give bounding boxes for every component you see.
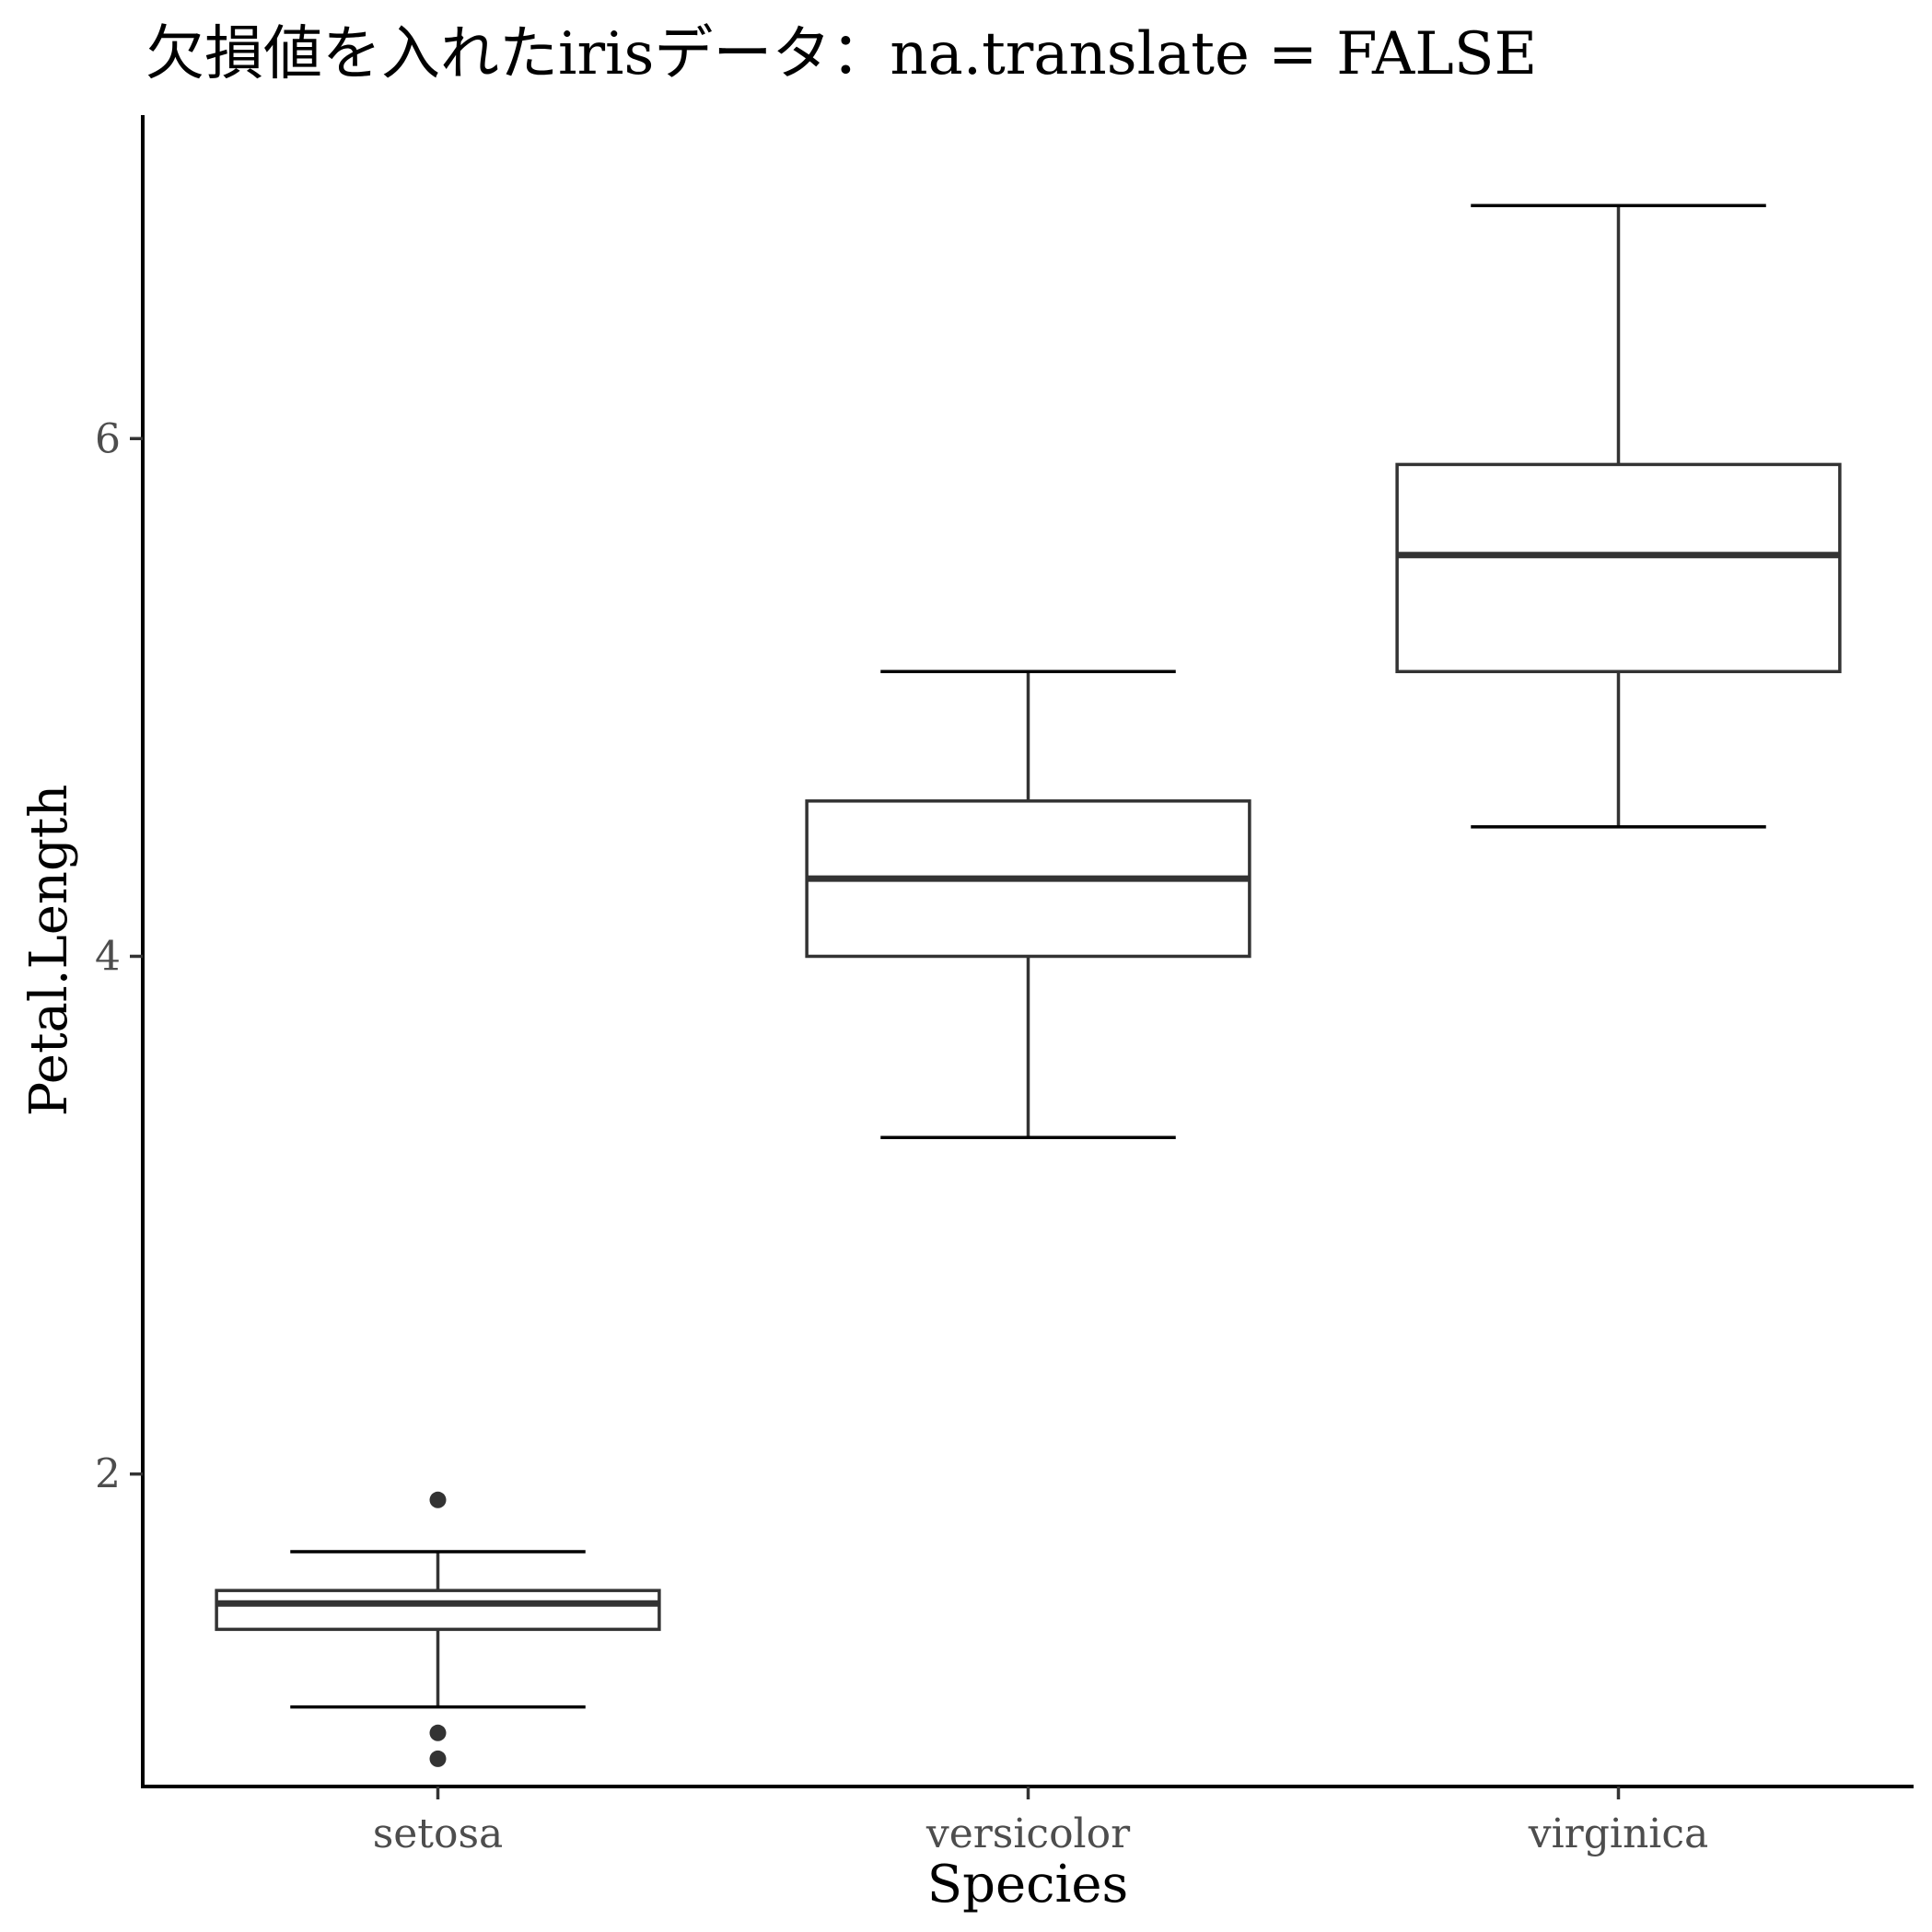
- plot-area: [215, 204, 1842, 1767]
- x-tick-label-setosa: setosa: [373, 1810, 504, 1857]
- outlier-point: [429, 1491, 447, 1508]
- x-axis-ticks: setosa versicolor virginica: [373, 1787, 1709, 1857]
- box-virginica: [1395, 204, 1842, 829]
- outlier-point: [429, 1750, 447, 1767]
- y-axis-ticks: 2 4 6: [95, 415, 143, 1498]
- y-tick-label-4: 4: [95, 933, 121, 980]
- x-axis-title: Species: [927, 1855, 1129, 1915]
- box-setosa: [215, 1491, 661, 1767]
- iqr-box: [215, 1589, 661, 1632]
- x-tick-label-virginica: virginica: [1528, 1810, 1709, 1857]
- box-versicolor: [805, 669, 1251, 1139]
- chart-title: 欠損値を入れたirisデータ：na.translate = FALSE: [145, 20, 1537, 88]
- y-tick-label-2: 2: [95, 1451, 121, 1498]
- y-axis-title: Petal.Length: [19, 785, 79, 1117]
- x-tick-label-versicolor: versicolor: [925, 1810, 1131, 1857]
- iqr-box: [1395, 462, 1842, 674]
- y-tick-label-6: 6: [95, 415, 121, 462]
- outlier-point: [429, 1724, 447, 1741]
